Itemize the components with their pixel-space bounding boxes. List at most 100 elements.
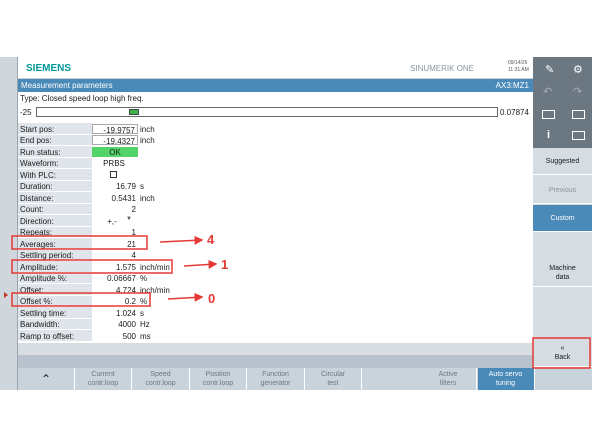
parameter-label: Distance: [18,192,92,204]
slider-track [36,107,498,117]
parameter-value[interactable]: 0.06667 [92,273,138,283]
parameter-value[interactable]: 21 [92,238,138,249]
softkey[interactable]: Function generator [248,368,305,390]
slider-max: 0.07874 [500,108,529,117]
parameter-label: Waveform: [18,157,92,169]
parameter-unit: ms [140,331,151,341]
direction-dropdown[interactable]: +,- [107,216,117,226]
parameter-label: Run status: [18,146,92,158]
parameter-label: Amplitude %: [18,272,92,284]
parameter-label: Duration: [18,180,92,192]
parameter-row: Run status: OK [18,146,533,158]
icon [542,110,555,119]
parameter-row: Settling time: 1.024 s [18,307,533,319]
right-icons: ✎ ⚙ ↶ ↷ i [533,57,592,148]
softkey[interactable]: Circular test [305,368,362,390]
parameter-row: Start pos: -19.9757 inch [18,123,533,135]
parameter-row: Amplitude: 1.575 inch/min [18,261,533,273]
slider-min: -25 [20,108,32,117]
parameter-value[interactable]: 500 [92,330,138,341]
title-bar: Measurement parameters AX3:MZ1 [18,79,533,92]
status-bar [18,355,533,368]
softkey[interactable]: Active filters [420,368,477,390]
parameter-value[interactable]: -19.9757 [92,123,138,135]
parameter-label: Settling period: [18,249,92,261]
softkey[interactable]: Suggested [533,148,592,175]
parameter-unit: s [140,308,144,318]
icon [572,110,585,119]
header: SIEMENS SINUMERIK ONE 09/14/26 11:31 AM [18,57,533,79]
axis-name: AX3:MZ1 [495,81,529,90]
parameter-value[interactable]: 4.724 [92,284,138,295]
parameter-label: Repeats: [18,226,92,238]
icon: ↷ [573,86,583,98]
parameter-label: End pos: [18,134,92,146]
parameter-row: End pos: -19.4327 inch [18,134,533,146]
parameter-unit: % [140,274,148,283]
parameter-unit: inch/min [140,285,170,295]
parameter-row: Count: 2 [18,203,533,215]
icon: ↶ [543,86,553,98]
dropdown-arrow: ▼ [126,216,132,222]
parameter-value[interactable]: -19.4327 [92,135,138,146]
window-title: Measurement parameters [21,81,113,90]
parameter-label: Settling time: [18,307,92,319]
parameter-label: Offset: [18,284,92,296]
type-line: Type: Closed speed loop high freq. [20,94,144,103]
spacer [18,343,533,355]
bottom-softkeys: ⌃ Current contr.loop Speed contr.loop Posi… [18,368,592,390]
parameter-label: With PLC: [18,169,92,181]
parameter-label: Averages: [18,238,92,250]
softkey[interactable]: Previous [533,177,592,204]
checkbox[interactable] [110,171,117,178]
date: 09/14/26 [508,60,528,66]
parameter-label: Count: [18,203,92,215]
softkey[interactable]: Custom [533,205,592,232]
softkey[interactable]: « Back [533,340,592,367]
parameter-value[interactable]: 4 [92,250,138,260]
up-button[interactable]: ⌃ [18,368,75,390]
right-softkeys: Suggested Previous Custom Machine data « Bac… [533,148,592,368]
parameter-unit: inch [140,124,155,134]
icon: i [547,129,551,141]
parameter-label: Start pos: [18,123,92,135]
parameter-value[interactable]: 1.024 [92,307,138,318]
parameter-row: Bandwidth: 4000 Hz [18,318,533,330]
parameter-unit: % [140,297,148,306]
parameter-unit: inch [140,193,155,203]
softkey[interactable]: Position contr.loop [190,368,247,390]
parameter-value[interactable]: 0.2 [92,296,138,306]
parameter-row: Distance: 0.5431 inch [18,192,533,204]
parameter-value[interactable]: 16.79 [92,181,138,191]
parameter-list: Start pos: -19.9757 inch End pos: -19.4327 in… [18,123,533,343]
time: 11:31 AM [508,67,529,73]
parameter-row: Offset: 4.724 inch/min [18,284,533,296]
brand: SIEMENS [26,63,72,74]
parameter-unit: inch [140,136,155,145]
left-toolbar [0,57,18,390]
parameter-row: Waveform: PRBS [18,157,533,169]
parameter-unit: s [140,182,144,191]
parameter-row: Settling period: 4 [18,249,533,261]
parameter-value[interactable]: 4000 [92,319,138,329]
parameter-value[interactable]: 2 [92,204,138,214]
parameter-row: Amplitude %: 0.06667% [18,272,533,284]
parameter-value[interactable]: 0.5431 [92,192,138,203]
parameter-value[interactable]: PRBS [92,158,138,168]
slider-row: -25 0.07874 [18,106,533,119]
parameter-label: Bandwidth: [18,318,92,330]
icon: ⚙ [573,64,583,76]
parameter-row: Offset %: 0.2% [18,295,533,307]
softkey[interactable]: Machine data [533,260,592,287]
parameter-value[interactable]: 1.575 [92,261,138,272]
status-field: OK [92,146,138,157]
softkey[interactable]: Speed contr.loop [133,368,190,390]
parameter-value[interactable]: 1 [92,227,138,237]
parameter-row: Ramp to offset: 500 ms [18,330,533,342]
product: SINUMERIK ONE [410,64,475,73]
softkey[interactable]: Current contr.loop [75,368,132,390]
parameter-row: Averages: 21 [18,238,533,250]
parameter-unit: inch/min [140,262,170,272]
softkey[interactable]: Auto servo tuning [477,368,535,390]
parameter-label: Amplitude: [18,261,92,273]
